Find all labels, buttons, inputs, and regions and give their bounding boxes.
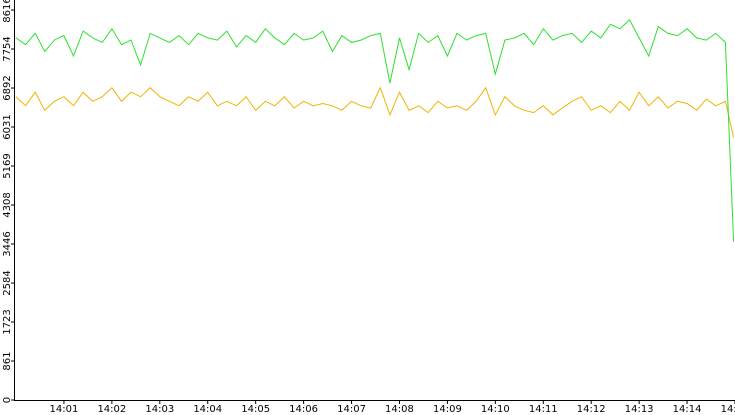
x-tick-label: 14:05 (241, 404, 270, 415)
y-tick-label: 861 (2, 351, 13, 370)
y-tick-label: 3446 (2, 231, 13, 256)
x-tick-label: 14:12 (577, 404, 606, 415)
x-tick-label: 14:13 (625, 404, 654, 415)
x-tick-label: 14:07 (337, 404, 366, 415)
y-tick-label: 4308 (2, 192, 13, 217)
x-tick-label: 14:10 (481, 404, 510, 415)
y-tick-label: 8616 (2, 0, 13, 23)
y-tick-label: 0 (2, 397, 13, 403)
y-tick-label: 7754 (2, 36, 13, 61)
y-tick-label: 6892 (2, 75, 13, 100)
y-tick-label: 6031 (2, 114, 13, 139)
x-tick-label: 14:02 (97, 404, 126, 415)
y-tick-label: 2584 (2, 270, 13, 295)
y-tick-label: 5169 (2, 153, 13, 178)
x-tick-label: 14:11 (529, 404, 558, 415)
x-tick-label: 14:04 (193, 404, 222, 415)
x-tick-label: 14:06 (289, 404, 318, 415)
x-tick-label: 14:14 (673, 404, 702, 415)
y-tick-label: 1723 (2, 309, 13, 334)
x-tick-label: 14:08 (385, 404, 414, 415)
x-tick-label: 14:09 (433, 404, 462, 415)
x-tick-label: 14:15 (721, 404, 735, 415)
x-tick-label: 14:03 (145, 404, 174, 415)
series-line (15, 18, 735, 242)
series-line (15, 86, 735, 138)
x-tick-label: 14:01 (50, 404, 79, 415)
